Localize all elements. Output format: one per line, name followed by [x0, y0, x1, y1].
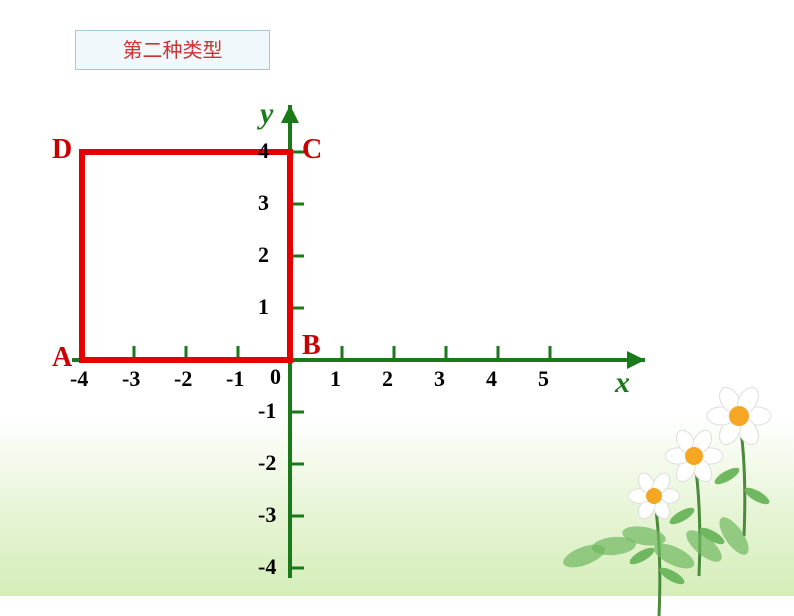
y-tick-label: 2	[258, 242, 269, 268]
y-tick-label: -1	[258, 398, 276, 424]
x-tick-label: -1	[226, 366, 244, 392]
y-tick-label: 1	[258, 294, 269, 320]
x-tick-label: 4	[486, 366, 497, 392]
x-tick-label: 1	[330, 366, 341, 392]
y-tick-label: -2	[258, 450, 276, 476]
flower-decoration	[544, 356, 794, 616]
vertex-label-a: A	[52, 342, 72, 374]
y-tick-label: 3	[258, 190, 269, 216]
x-tick-label: -2	[174, 366, 192, 392]
y-tick-label: -3	[258, 502, 276, 528]
y-tick-label: 4	[258, 138, 269, 164]
vertex-label-d: D	[52, 134, 72, 166]
origin-label: 0	[270, 364, 281, 390]
x-tick-label: -4	[70, 366, 88, 392]
y-tick-label: -4	[258, 554, 276, 580]
vertex-label-c: C	[302, 134, 322, 166]
y-axis-label: y	[260, 97, 273, 131]
vertex-label-b: B	[302, 330, 321, 362]
x-tick-label: -3	[122, 366, 140, 392]
x-tick-label: 5	[538, 366, 549, 392]
x-tick-label: 2	[382, 366, 393, 392]
x-tick-label: 3	[434, 366, 445, 392]
x-axis-label: x	[615, 366, 630, 400]
